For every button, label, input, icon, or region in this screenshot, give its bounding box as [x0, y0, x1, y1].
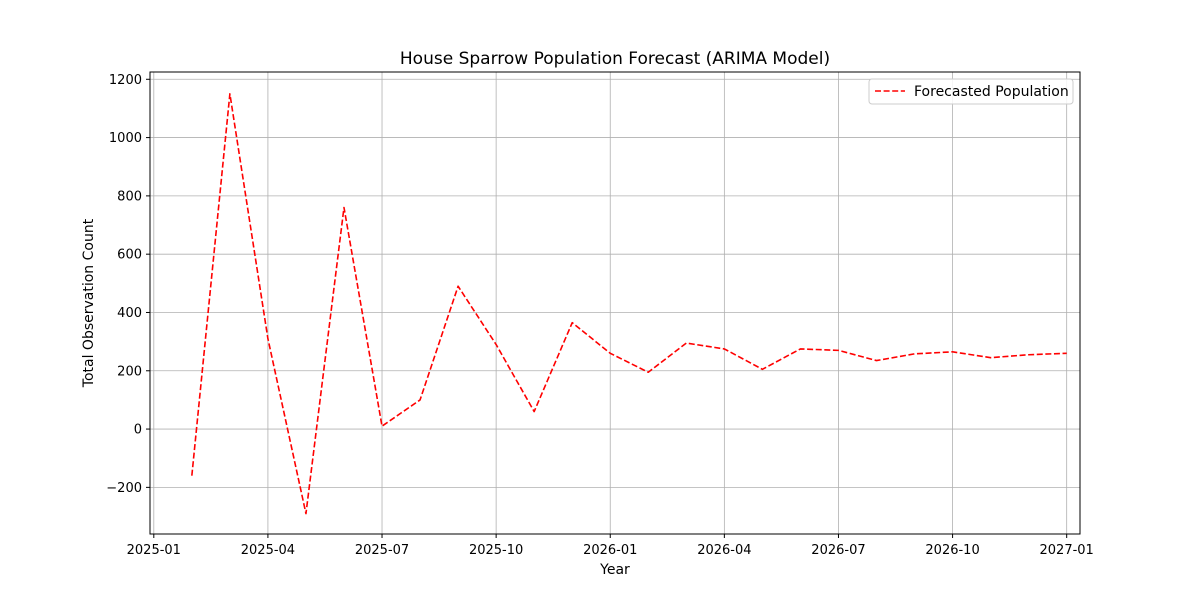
x-tick-label-2025-07: 2025-07 [355, 543, 409, 558]
x-tick-label-2025-01: 2025-01 [127, 543, 181, 558]
data-point-2025-02 [190, 474, 193, 477]
y-tick-label-800: 800 [117, 189, 142, 204]
data-point-2025-03 [228, 92, 231, 95]
y-tick-label-400: 400 [117, 306, 142, 321]
y-tick-label-1200: 1200 [109, 73, 142, 88]
data-point-2026-09 [913, 352, 916, 355]
data-point-2027-01 [1065, 352, 1068, 355]
data-point-2026-11 [989, 356, 992, 359]
data-point-2025-07 [381, 425, 384, 428]
legend-label-forecasted-population: Forecasted Population [914, 84, 1069, 100]
data-point-2026-06 [799, 347, 802, 350]
x-tick-label-2026-10: 2026-10 [925, 543, 979, 558]
data-point-2025-06 [342, 206, 345, 209]
x-tick-label-2027-01: 2027-01 [1040, 543, 1094, 558]
data-point-2026-05 [761, 368, 764, 371]
data-point-2025-05 [304, 512, 307, 515]
y-tick-label-200: 200 [117, 364, 142, 379]
data-point-2026-03 [685, 342, 688, 345]
x-tick-label-2025-04: 2025-04 [241, 543, 295, 558]
data-point-2025-10 [495, 343, 498, 346]
x-tick-label-2025-10: 2025-10 [469, 543, 523, 558]
plot-frame [149, 71, 1081, 535]
y-tick-label-1000: 1000 [109, 131, 142, 146]
data-point-2026-01 [609, 352, 612, 355]
data-point-2025-09 [457, 285, 460, 288]
data-point-2025-12 [571, 321, 574, 324]
x-tick-label-2026-04: 2026-04 [697, 543, 751, 558]
series-layer [190, 92, 1068, 515]
y-tick-label-600: 600 [117, 248, 142, 263]
y-axis-ticks: −200 0 200 400 600 800 1000 1200 [106, 73, 150, 496]
x-tick-label-2026-07: 2026-07 [811, 543, 865, 558]
y-tick-label-0: 0 [134, 423, 142, 438]
grid-lines [150, 72, 1080, 534]
legend-box [868, 78, 1074, 105]
data-point-2025-11 [533, 410, 536, 413]
y-axis-label: Total Observation Count [81, 218, 97, 388]
data-point-2026-12 [1027, 353, 1030, 356]
chart-title: House Sparrow Population Forecast (ARIMA… [400, 49, 830, 69]
data-point-2026-02 [647, 371, 650, 374]
x-axis-label: Year [599, 562, 630, 578]
legend: Forecasted Population [868, 78, 1074, 105]
data-point-2026-07 [837, 349, 840, 352]
data-point-2026-04 [723, 347, 726, 350]
data-point-2025-04 [266, 337, 269, 340]
series-line-forecasted-population [191, 93, 1067, 515]
x-axis-ticks: 2025-01 2025-04 2025-07 2025-10 2026-01 2026-… [127, 534, 1094, 558]
y-tick-label--200: −200 [106, 481, 142, 496]
data-point-2026-08 [875, 359, 878, 362]
x-tick-label-2026-01: 2026-01 [583, 543, 637, 558]
data-point-2025-08 [419, 398, 422, 401]
data-point-2026-10 [951, 350, 954, 353]
